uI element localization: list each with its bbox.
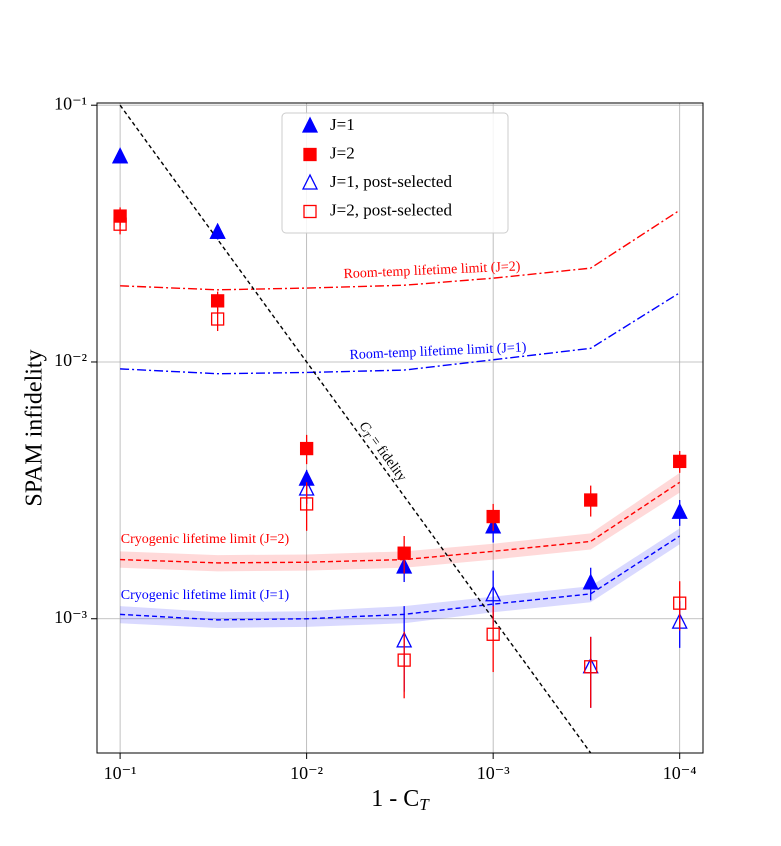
marker <box>210 294 225 308</box>
legend-marker <box>301 173 319 190</box>
limit-line <box>120 292 681 375</box>
limit-line <box>120 209 681 291</box>
y-tick-label: 10⁻³ <box>54 607 88 627</box>
marker <box>299 497 314 511</box>
y-tick-label: 10⁻² <box>54 350 87 370</box>
legend-label: J=1 <box>330 115 355 134</box>
x-axis-label-main: 1 - C <box>371 786 419 812</box>
marker <box>209 222 226 239</box>
marker <box>113 217 127 231</box>
x-tick-label: 10⁻³ <box>477 763 511 783</box>
uncertainty-band <box>120 528 680 629</box>
marker <box>112 147 129 164</box>
legend-marker <box>301 116 319 133</box>
x-tick-label: 10⁻¹ <box>104 763 137 783</box>
legend-box <box>281 112 509 234</box>
legend-marker <box>303 204 317 219</box>
marker <box>485 585 502 602</box>
legend-label: J=2 <box>330 143 355 162</box>
line-label: Cryogenic lifetime limit (J=1) <box>121 588 290 603</box>
marker <box>299 441 314 456</box>
x-axis-label-sub: T <box>419 795 430 814</box>
marker <box>210 312 225 326</box>
marker <box>584 493 598 507</box>
marker <box>673 596 687 610</box>
x-tick-label: 10⁻² <box>290 763 323 783</box>
legend-marker <box>303 147 317 162</box>
marker <box>671 502 688 519</box>
marker <box>673 454 687 469</box>
x-axis-label: 1 - CT <box>371 786 430 814</box>
legend-label: J=2, post-selected <box>330 200 452 219</box>
marker <box>397 546 411 560</box>
x-tick-label: 10⁻⁴ <box>663 763 697 783</box>
fidelity-line <box>119 104 592 754</box>
marker <box>582 573 599 590</box>
marker <box>486 627 500 641</box>
y-tick-label: 10⁻¹ <box>54 93 87 113</box>
y-axis-label: SPAM infidelity <box>22 349 48 506</box>
line-label: Cryogenic lifetime limit (J=2) <box>121 532 290 547</box>
plot-frame <box>96 102 704 754</box>
marker <box>584 660 598 674</box>
legend-label: J=1, post-selected <box>330 172 452 191</box>
marker <box>397 653 411 667</box>
marker <box>486 509 500 524</box>
